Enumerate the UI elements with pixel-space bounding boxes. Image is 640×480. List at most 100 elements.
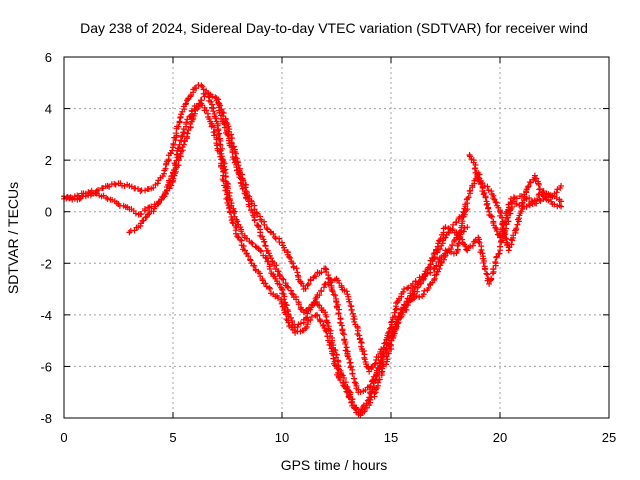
data-point [343,388,350,395]
data-point [262,280,269,287]
data-point [343,288,350,295]
data-point [498,214,505,221]
data-point [297,320,304,327]
y-axis-label: SDTVAR / TECUs [5,182,21,294]
data-point [427,269,434,276]
data-point [357,388,364,395]
data-point [323,318,330,325]
data-point [348,399,355,406]
x-tick-label: 5 [169,430,176,445]
data-point [471,165,478,172]
plot-frame [63,56,610,419]
data-point [228,143,235,150]
data-point [175,123,182,130]
data-point [455,240,462,247]
data-point [279,275,285,282]
data-point [558,182,565,189]
chart-title: Day 238 of 2024, Sidereal Day-to-day VTE… [80,20,588,36]
data-point [358,339,365,346]
data-point [289,260,296,267]
data-point [344,389,351,396]
data-point [173,151,180,158]
data-point [329,277,336,284]
data-point [203,107,210,114]
data-point [251,206,258,213]
data-point [346,298,353,305]
data-point [276,281,283,288]
data-point [482,194,489,201]
data-point [383,350,390,357]
data-point [502,235,509,242]
data-point [367,382,374,389]
data-point [318,288,325,295]
data-point [314,312,321,319]
data-point [252,243,259,250]
data-point [320,321,327,328]
data-point [429,255,436,262]
data-point [306,304,313,311]
data-point [346,356,353,363]
data-point [363,400,370,407]
data-point [330,355,337,362]
data-point [508,241,515,248]
data-point [308,313,315,320]
data-point [496,243,503,250]
data-point [525,183,532,190]
data-point [361,408,368,415]
data-point [558,203,565,210]
data-point [493,228,500,235]
data-point [392,323,399,330]
data-point [424,270,431,277]
data-point [95,186,102,193]
x-tick-label: 20 [493,430,507,445]
data-point [465,194,472,201]
data-point [221,124,228,131]
data-point [170,140,177,147]
data-point [262,254,269,261]
data-point [540,193,547,200]
data-point [391,309,398,316]
data-point [212,115,219,122]
data-point [145,211,152,218]
data-point [279,239,285,246]
data-point [430,250,437,257]
data-point [416,294,423,301]
data-point [459,218,466,225]
data-point [456,228,463,235]
data-point [368,394,375,401]
data-point [187,93,194,100]
data-point [334,277,341,284]
data-point [377,348,384,355]
data-point [545,197,552,204]
data-point [168,182,175,189]
data-point [349,370,356,377]
x-tick-label: 15 [384,430,398,445]
data-point [521,195,528,202]
data-point [467,187,474,194]
data-point [433,262,440,269]
data-point [514,221,521,228]
data-point [464,224,471,231]
data-point [184,130,191,137]
data-point [435,268,442,275]
data-point [245,253,252,260]
data-point [216,141,223,148]
x-axis-label: GPS time / hours [281,457,388,473]
data-point [198,97,205,104]
data-point [132,210,139,217]
data-point [377,362,384,369]
data-point [247,257,254,264]
data-point [240,185,247,192]
data-point [332,347,339,354]
data-point [287,287,294,294]
data-point [222,116,229,123]
data-point [361,356,368,363]
data-point [310,299,317,306]
data-point [195,104,202,111]
data-point [311,298,318,305]
data-point [401,286,408,293]
x-tick-label: 10 [275,430,289,445]
data-point [104,195,111,202]
data-point [253,209,260,216]
data-point [425,285,432,292]
